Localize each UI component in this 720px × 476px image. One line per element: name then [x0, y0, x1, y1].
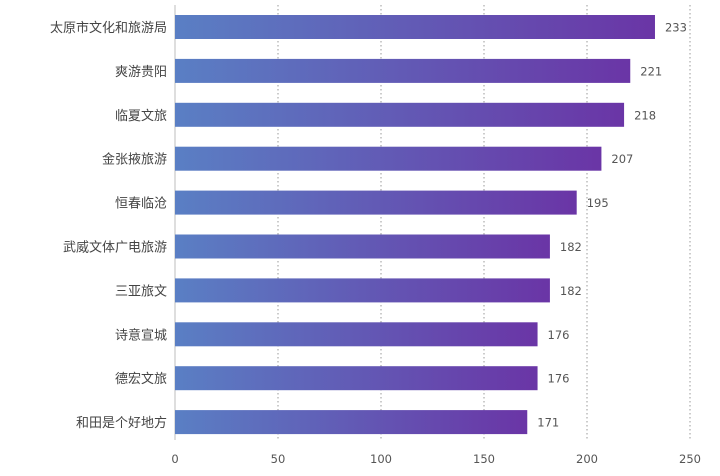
category-label: 三亚旅文 — [115, 284, 167, 299]
value-label: 171 — [537, 416, 559, 430]
category-label: 临夏文旅 — [115, 109, 167, 124]
bar — [175, 102, 625, 127]
category-label: 武威文体广电旅游 — [63, 241, 167, 256]
bar — [175, 146, 602, 171]
category-label: 恒春临沧 — [115, 196, 167, 212]
x-tick-label: 250 — [679, 452, 701, 466]
category-label: 德宏文旅 — [115, 372, 167, 387]
category-label: 太原市文化和旅游局 — [50, 20, 167, 36]
bar — [175, 190, 577, 215]
value-label: 195 — [587, 196, 609, 210]
x-tick-label: 150 — [473, 452, 495, 466]
value-label: 233 — [665, 21, 687, 35]
bar — [175, 410, 528, 435]
bars — [175, 15, 655, 435]
x-tick-label: 100 — [370, 452, 392, 466]
bar — [175, 58, 631, 83]
value-label: 176 — [548, 372, 570, 386]
bar — [175, 366, 538, 391]
bar — [175, 234, 550, 259]
value-label: 207 — [611, 152, 633, 166]
x-tick-label: 200 — [576, 452, 598, 466]
category-label: 爽游贵阳 — [115, 65, 167, 80]
value-label: 218 — [634, 108, 656, 122]
category-label: 和田是个好地方 — [76, 415, 167, 431]
category-label: 诗意宣城 — [115, 327, 167, 343]
value-label: 221 — [640, 64, 662, 78]
bar — [175, 322, 538, 347]
labels: 0 50 100 150 200 250 太原市文化和旅游局 233 爽游贵阳 221 临夏文旅 21… — [50, 20, 701, 466]
x-tick-label: 50 — [271, 452, 286, 466]
value-label: 182 — [560, 240, 582, 254]
bar — [175, 15, 655, 39]
x-tick-label: 0 — [171, 452, 178, 466]
category-label: 金张掖旅游 — [102, 152, 167, 168]
value-label: 176 — [548, 328, 570, 342]
value-label: 182 — [560, 284, 582, 298]
bar — [175, 278, 550, 303]
